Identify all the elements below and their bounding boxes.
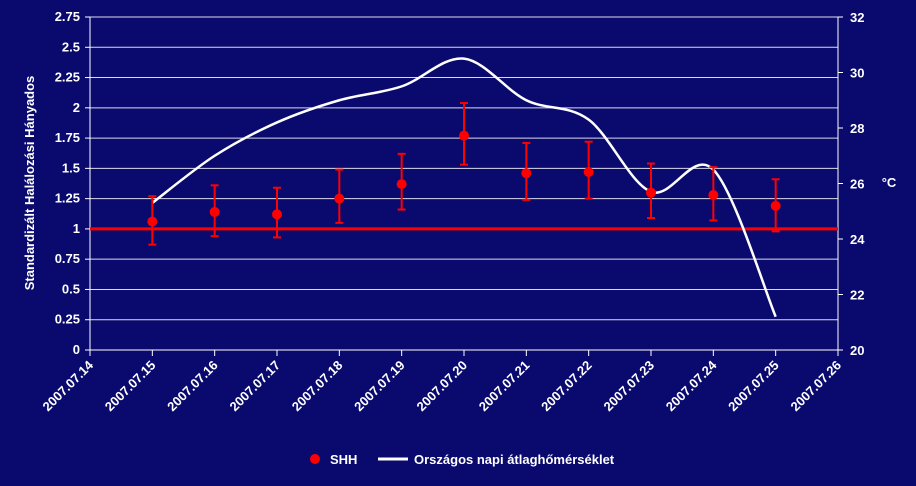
temperature-layer bbox=[151, 57, 777, 318]
y-left-tick-label: 0.5 bbox=[62, 281, 80, 296]
x-tick-label: 2007.07.15 bbox=[102, 358, 159, 415]
y-right-tick-label: 24 bbox=[850, 232, 865, 247]
shh-point bbox=[459, 130, 469, 141]
legend-shh-label: SHH bbox=[330, 452, 357, 467]
y-right-tick-label: 28 bbox=[850, 121, 864, 136]
y-left-tick-label: 1.75 bbox=[55, 130, 80, 145]
x-tick-label: 2007.07.25 bbox=[725, 358, 782, 415]
y-left-tick-label: 1 bbox=[73, 221, 80, 236]
y-right-tick-label: 30 bbox=[850, 66, 864, 81]
x-tick-label: 2007.07.26 bbox=[787, 358, 844, 415]
x-tick-label: 2007.07.19 bbox=[351, 358, 408, 415]
legend-shh-marker bbox=[310, 454, 320, 464]
y-left-tick-label: 2 bbox=[73, 100, 80, 115]
shh-point bbox=[583, 166, 594, 177]
shh-point bbox=[708, 190, 719, 201]
x-tick-label: 2007.07.16 bbox=[164, 358, 221, 415]
x-tick-label: 2007.07.17 bbox=[226, 358, 283, 415]
y-left-tick-label: 0 bbox=[73, 342, 80, 357]
axes-layer bbox=[85, 16, 843, 356]
temperature-line bbox=[151, 57, 777, 318]
y-left-tick-label: 2.75 bbox=[55, 9, 80, 24]
shh-point bbox=[770, 200, 781, 211]
x-tick-label: 2007.07.20 bbox=[413, 358, 470, 415]
y-right-tick-label: 32 bbox=[850, 10, 864, 25]
shh-point bbox=[646, 187, 656, 198]
x-tick-label: 2007.07.22 bbox=[538, 358, 595, 415]
y-left-tick-label: 2.25 bbox=[55, 70, 80, 85]
y-axis-right-label: °C bbox=[882, 175, 897, 190]
y-left-tick-label: 2.5 bbox=[62, 39, 80, 54]
y-left-tick-label: 1.25 bbox=[55, 191, 80, 206]
shh-point bbox=[521, 168, 532, 179]
shh-layer bbox=[147, 101, 781, 246]
y-right-tick-label: 26 bbox=[850, 177, 864, 192]
y-left-tick-label: 0.25 bbox=[55, 312, 80, 327]
shh-point bbox=[147, 216, 158, 227]
x-tick-label: 2007.07.24 bbox=[663, 357, 720, 414]
legend-temperature-label: Országos napi átlaghőmérséklet bbox=[414, 452, 615, 467]
x-tick-label: 2007.07.23 bbox=[600, 358, 657, 415]
shh-point bbox=[209, 206, 220, 217]
y-left-tick-label: 1.5 bbox=[62, 160, 80, 175]
y-right-tick-label: 22 bbox=[850, 288, 864, 303]
legend: SHH Országos napi átlaghőmérséklet bbox=[310, 452, 615, 467]
y-left-tick-label: 0.75 bbox=[55, 251, 80, 266]
x-tick-label: 2007.07.14 bbox=[39, 357, 96, 414]
shh-point bbox=[396, 179, 407, 190]
x-tick-label: 2007.07.18 bbox=[289, 358, 346, 415]
shh-point bbox=[272, 209, 282, 220]
grid-layer bbox=[90, 16, 838, 321]
y-axis-left-label: Standardizált Halálozási Hányados bbox=[22, 76, 37, 291]
y-right-tick-label: 20 bbox=[850, 343, 864, 358]
shh-point bbox=[334, 193, 345, 204]
text-layer: 0 0.25 0.5 0.75 1 1.25 1.5 1.75 2 2.25 2.5 2.75 20 22… bbox=[39, 9, 865, 414]
x-tick-label: 2007.07.21 bbox=[476, 358, 533, 415]
